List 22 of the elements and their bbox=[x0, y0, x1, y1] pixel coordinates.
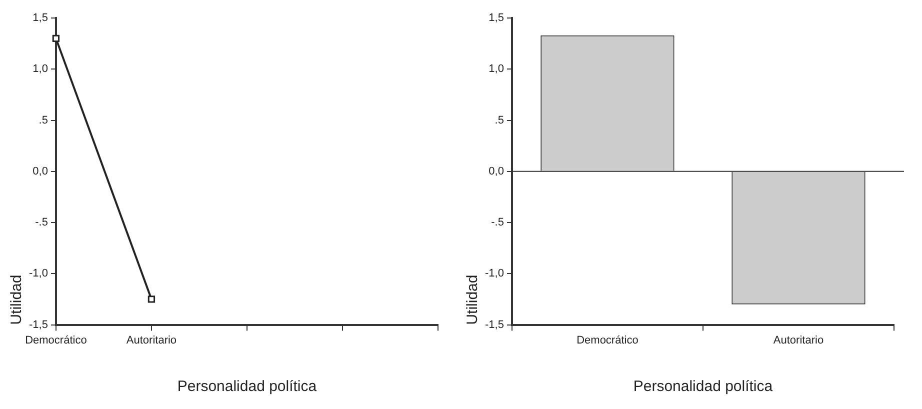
x-tick-label: Democrático bbox=[576, 334, 638, 346]
y-tick-label: -.5 bbox=[491, 216, 504, 229]
y-tick-label: -1,0 bbox=[484, 268, 504, 280]
y-tick-label: 1,5 bbox=[32, 12, 48, 24]
y-tick-label: -1,0 bbox=[28, 268, 48, 280]
y-axis-title: Utilidad bbox=[464, 274, 482, 325]
x-axis-title: Personalidad política bbox=[177, 378, 318, 396]
y-tick-label: 0,0 bbox=[32, 165, 48, 178]
y-tick-label: 1,0 bbox=[488, 63, 504, 76]
y-tick-label: -.5 bbox=[35, 216, 48, 229]
x-tick-label: Autoritario bbox=[126, 334, 177, 346]
y-tick-label: -1,5 bbox=[484, 318, 504, 331]
y-tick-label: 1,5 bbox=[488, 12, 504, 24]
y-tick-label: 0,0 bbox=[488, 165, 504, 178]
y-tick-label: 1,0 bbox=[32, 63, 48, 76]
y-tick-label: -1,5 bbox=[28, 318, 48, 331]
y-tick-label: .5 bbox=[494, 114, 504, 126]
y-axis-title: Utilidad bbox=[8, 274, 26, 325]
y-tick-label: .5 bbox=[38, 114, 48, 126]
x-tick-label: Autoritario bbox=[773, 334, 824, 346]
x-tick-label: Democrático bbox=[25, 334, 87, 346]
x-axis-title: Personalidad política bbox=[633, 378, 774, 396]
